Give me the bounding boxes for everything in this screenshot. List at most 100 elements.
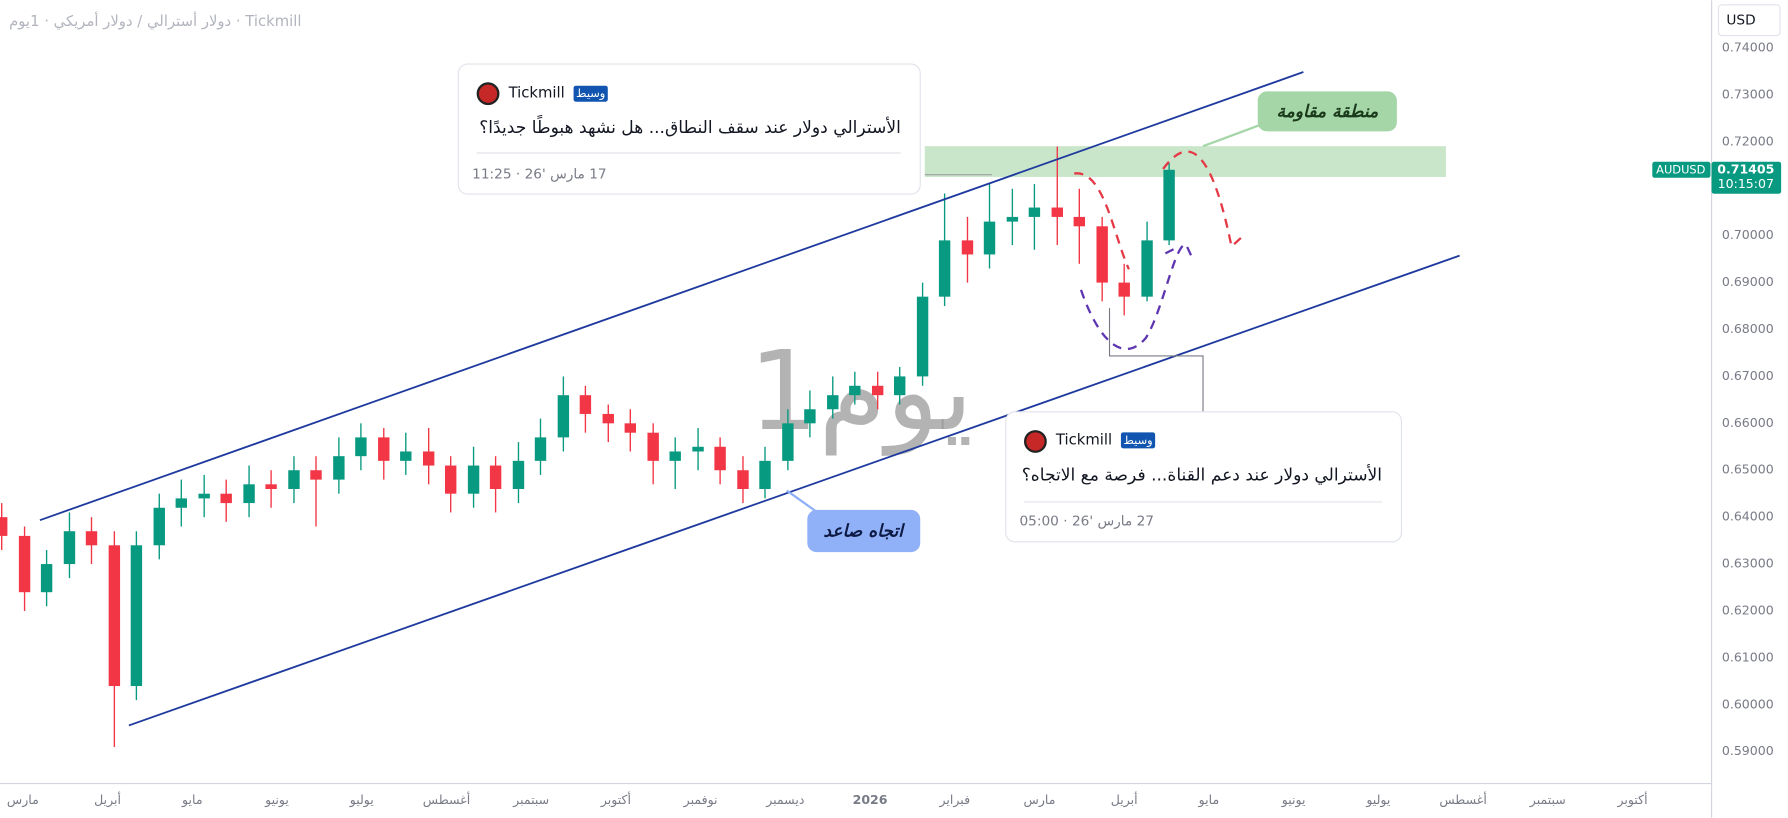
candle-body: [961, 240, 974, 255]
candle-body: [198, 493, 210, 499]
idea-date: 27 مارس '26 · 05:00: [1019, 513, 1154, 529]
y-tick-label: 0.60000: [1722, 696, 1774, 711]
x-tick-label: مارس: [7, 792, 39, 808]
idea-card[interactable]: Tickmill وسيط الأسترالي دولار عند سقف ال…: [457, 63, 921, 195]
axes: 0.59000 0.60000 0.61000 0.62000 0.63000 0.640…: [7, 40, 1782, 808]
candle-body: [602, 413, 614, 424]
candle-body: [759, 460, 771, 489]
candle-body: [1141, 240, 1153, 297]
candle-body: [489, 465, 502, 489]
candle-body: [1006, 216, 1019, 222]
y-tick-label: 0.73000: [1722, 86, 1774, 101]
candle-body: [220, 493, 232, 504]
candle-body: [1118, 282, 1130, 297]
y-tick-label: 0.68000: [1722, 321, 1774, 336]
author: Tickmill: [1055, 431, 1112, 448]
connector: [1108, 308, 1204, 412]
candle-body: [1163, 169, 1175, 241]
x-tick-label: يونيو: [264, 792, 289, 808]
badge: [1120, 432, 1156, 449]
candle-body: [108, 545, 121, 687]
candle-body: [804, 409, 816, 424]
y-tick-label: 0.65000: [1722, 462, 1774, 477]
currency-button[interactable]: [1717, 4, 1781, 37]
candle-body: [714, 446, 726, 471]
callout: [1257, 91, 1397, 132]
candle-body: [18, 535, 31, 593]
candle-body: [0, 517, 8, 536]
resistance-zone: [924, 146, 1446, 177]
logo: [1023, 430, 1047, 453]
badge-text: وسيط: [576, 86, 605, 101]
logo: [476, 82, 500, 106]
x-tick-label: سبتمبر: [512, 792, 549, 808]
callout-text: منطقة مقاومة: [1276, 102, 1379, 122]
x-tick-label: أغسطس: [423, 791, 470, 808]
candle-body: [737, 470, 749, 489]
candle-body: [1096, 226, 1108, 283]
x-tick-label: فبراير: [938, 792, 970, 808]
currency-label: USD: [1726, 13, 1755, 29]
candle-body: [692, 446, 704, 452]
y-tick-label: 0.70000: [1722, 227, 1774, 242]
y-tick-label: 0.59000: [1722, 743, 1774, 758]
candle-body: [579, 395, 592, 414]
x-tick-label: 2026: [853, 792, 888, 807]
x-tick-label: أبريل: [94, 791, 121, 808]
x-tick-label: يوليو: [1365, 792, 1391, 808]
candle-body: [288, 470, 300, 489]
x-tick-label: مارس: [1024, 792, 1056, 808]
candle-body: [422, 451, 435, 466]
candle-body: [871, 385, 884, 396]
candle-body: [669, 451, 681, 461]
x-tick-label: أكتوبر: [1616, 791, 1647, 808]
price-label: 0.71405: [1717, 161, 1774, 176]
callout: [807, 509, 921, 553]
candle-body: [983, 221, 996, 255]
idea-card[interactable]: Tickmill وسيط الأسترالي دولار عند دعم ال…: [1005, 411, 1403, 543]
x-tick-label: سبتمبر: [1529, 792, 1566, 808]
y-tick-label: 0.72000: [1722, 133, 1774, 148]
candle-body: [310, 470, 322, 480]
countdown-label: 10:15:07: [1718, 176, 1774, 191]
candle-body: [916, 296, 929, 377]
y-tick-label: 0.66000: [1722, 415, 1774, 430]
candle-body: [265, 484, 277, 489]
idea-title[interactable]: الأسترالي دولار عند دعم القناة... فرصة م…: [1022, 464, 1382, 486]
candle-body: [512, 460, 525, 489]
chart-header: دولار أسترالي / دولار أمريكي · 1يوم · Ti…: [9, 11, 301, 30]
author: Tickmill: [508, 85, 565, 102]
candle-body: [444, 465, 457, 494]
candle-body: [827, 395, 839, 410]
candle-body: [849, 385, 861, 396]
symbol-label: AUDUSD: [1656, 162, 1705, 176]
candle-body: [647, 432, 659, 461]
plot: [0, 146, 1446, 748]
candle-body: [63, 531, 76, 565]
candle-body: [400, 451, 412, 461]
y-tick-label: 0.67000: [1722, 368, 1774, 383]
candle-body: [1073, 216, 1086, 227]
scenario-path: [1079, 243, 1194, 350]
candle-body: [85, 531, 98, 546]
y-tick-label: 0.62000: [1722, 602, 1774, 617]
candle-body: [378, 437, 390, 461]
candle-body: [1028, 207, 1041, 217]
candle-body: [624, 423, 637, 433]
candle-body: [153, 507, 165, 546]
candle-body: [534, 437, 547, 461]
price-label-bg: [1711, 161, 1782, 194]
y-tick-label: 0.63000: [1722, 556, 1774, 571]
badge-text: وسيط: [1123, 433, 1152, 448]
candle-body: [355, 437, 367, 457]
callout-text: اتجاه صاعد: [823, 522, 905, 542]
candle-body: [333, 456, 345, 480]
x-tick-label: يونيو: [1281, 792, 1306, 808]
candle-body: [40, 564, 53, 593]
scenario-path: [1073, 172, 1130, 270]
idea-title[interactable]: الأسترالي دولار عند سقف النطاق... هل نشه…: [479, 114, 901, 138]
y-tick-label: 0.74000: [1722, 40, 1774, 55]
x-tick-label: يوليو: [349, 792, 375, 808]
y-tick-label: 0.61000: [1722, 649, 1774, 664]
